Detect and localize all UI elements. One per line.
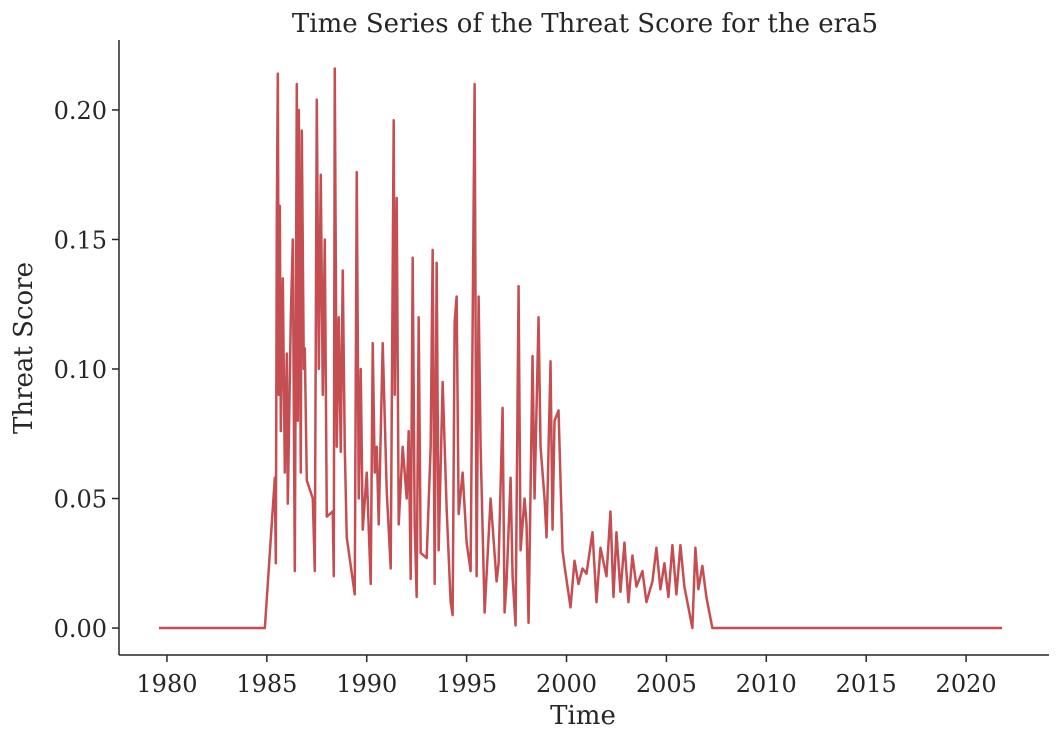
x-tick-label: 2005: [636, 670, 697, 698]
y-tick-label: 0.10: [54, 356, 107, 384]
x-tick-label: 2020: [936, 670, 997, 698]
x-tick-label: 2010: [736, 670, 797, 698]
series-line: [158, 67, 1003, 630]
chart-title: Time Series of the Threat Score for the …: [292, 9, 878, 39]
y-tick-label: 0.00: [54, 615, 107, 643]
x-tick-label: 1995: [436, 670, 497, 698]
x-axis-label: Time: [550, 701, 616, 731]
x-tick-label: 1980: [136, 670, 197, 698]
x-tick-label: 1990: [336, 670, 397, 698]
x-tick-label: 2015: [836, 670, 897, 698]
y-axis-label: Threat Score: [9, 262, 39, 434]
y-tick-label: 0.05: [54, 486, 107, 514]
y-tick-label: 0.20: [54, 97, 107, 125]
x-tick-label: 2000: [536, 670, 597, 698]
x-tick-label: 1985: [236, 670, 297, 698]
y-tick-label: 0.15: [54, 226, 107, 254]
